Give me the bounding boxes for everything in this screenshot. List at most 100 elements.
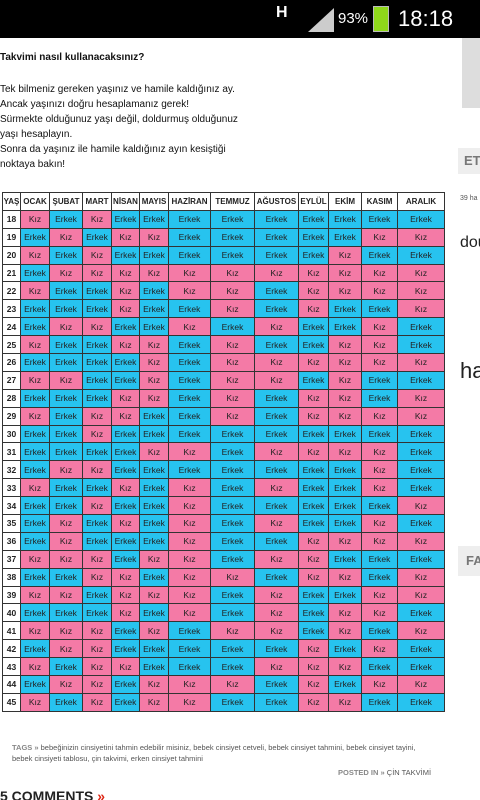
paragraph-line: Sürmekte olduğunuz yaşı değil, doldurmuş…	[0, 114, 238, 140]
gender-cell: Kız	[20, 621, 50, 641]
gender-cell: Kız	[298, 675, 329, 694]
gender-cell: Erkek	[397, 245, 445, 265]
gender-cell: Erkek	[361, 692, 398, 712]
gender-cell: Kız	[111, 406, 140, 426]
gender-cell: Erkek	[254, 209, 299, 229]
gender-cell: Erkek	[298, 317, 329, 337]
gender-cell: Erkek	[168, 460, 211, 480]
gender-cell: Kız	[361, 353, 398, 372]
age-cell: 21	[2, 263, 21, 283]
gender-cell: Kız	[397, 406, 445, 426]
age-cell: 27	[2, 370, 21, 390]
gender-cell: Kız	[328, 657, 362, 677]
gender-cell: Erkek	[254, 460, 299, 480]
tag-list[interactable]: bebeğinizin cinsiyetini tahmin edebilir …	[12, 743, 416, 763]
gender-cell: Kız	[82, 621, 112, 641]
gender-cell: Erkek	[20, 603, 50, 623]
gender-cell: Kız	[82, 496, 112, 516]
gender-cell: Kız	[361, 335, 398, 355]
month-header: AĞUSTOS	[254, 192, 299, 211]
gender-cell: Erkek	[298, 621, 329, 641]
age-cell: 24	[2, 317, 21, 337]
gender-cell: Erkek	[254, 388, 299, 408]
gender-cell: Erkek	[210, 209, 255, 229]
gender-cell: Erkek	[139, 424, 169, 444]
gender-cell: Erkek	[82, 227, 112, 247]
gender-cell: Kız	[111, 335, 140, 355]
gender-cell: Kız	[210, 370, 255, 390]
gender-cell: Erkek	[49, 657, 83, 677]
gender-cell: Erkek	[139, 317, 169, 337]
gender-cell: Kız	[49, 370, 83, 390]
tags: TAGS » bebeğinizin cinsiyetini tahmin ed…	[12, 742, 432, 764]
table-row: 44 Erkek Kız Kız Erkek Kız Kız Kız Erkek Kız Erkek…	[2, 675, 445, 694]
gender-cell: Erkek	[210, 245, 255, 265]
comments-header[interactable]: 5 COMMENTS »	[0, 788, 105, 800]
age-cell: 30	[2, 424, 21, 444]
gender-cell: Kız	[139, 370, 169, 390]
gender-cell: Erkek	[298, 603, 329, 623]
gender-cell: Kız	[397, 263, 445, 283]
age-cell: 34	[2, 496, 21, 516]
gender-cell: Kız	[49, 585, 83, 605]
gender-cell: Erkek	[210, 692, 255, 712]
gender-cell: Kız	[49, 639, 83, 659]
gender-cell: Kız	[139, 692, 169, 712]
gender-cell: Kız	[254, 621, 299, 641]
gender-cell: Erkek	[20, 299, 50, 319]
gender-cell: Erkek	[20, 263, 50, 283]
gender-cell: Kız	[328, 406, 362, 426]
age-cell: 41	[2, 621, 21, 641]
gender-cell: Kız	[210, 406, 255, 426]
gender-cell: Erkek	[397, 478, 445, 498]
sidebar-huge[interactable]: ha	[460, 358, 480, 383]
sidebar-image	[462, 38, 480, 108]
gender-table: YAŞ OCAK ŞUBAT MART NİSAN MAYIS HAZİRAN TEMMUZ A…	[2, 192, 445, 712]
posted-label: POSTED IN »	[338, 768, 385, 777]
gender-cell: Erkek	[82, 585, 112, 605]
gender-cell: Kız	[298, 299, 329, 319]
gender-cell: Erkek	[254, 496, 299, 516]
gender-cell: Kız	[298, 639, 329, 659]
gender-cell: Erkek	[397, 692, 445, 712]
gender-cell: Kız	[20, 657, 50, 677]
gender-cell: Erkek	[49, 424, 83, 444]
gender-cell: Kız	[328, 388, 362, 408]
gender-cell: Erkek	[328, 424, 362, 444]
gender-cell: Kız	[82, 549, 112, 569]
gender-cell: Erkek	[361, 549, 398, 569]
month-header: KASIM	[361, 192, 398, 211]
gender-cell: Kız	[168, 567, 211, 587]
gender-cell: Erkek	[254, 567, 299, 587]
gender-cell: Kız	[139, 621, 169, 641]
gender-cell: Kız	[397, 496, 445, 516]
table-row: 35 Erkek Kız Erkek Kız Erkek Kız Erkek Kız Erkek E…	[2, 514, 445, 533]
gender-cell: Kız	[298, 692, 329, 712]
gender-cell: Erkek	[298, 514, 329, 533]
gender-cell: Erkek	[111, 353, 140, 372]
gender-cell: Erkek	[210, 424, 255, 444]
category-link[interactable]: ÇİN TAKVİMİ	[386, 768, 432, 777]
gender-cell: Kız	[397, 353, 445, 372]
table-row: 29 Kız Erkek Kız Kız Erkek Erkek Kız Erkek Kız Kız…	[2, 406, 445, 426]
gender-cell: Kız	[49, 514, 83, 533]
gender-cell: Erkek	[139, 406, 169, 426]
gender-cell: Erkek	[328, 496, 362, 516]
gender-cell: Erkek	[168, 424, 211, 444]
gender-cell: Kız	[111, 585, 140, 605]
sidebar-snippet[interactable]: 39 ha	[460, 195, 478, 202]
sidebar-big[interactable]: dou	[460, 234, 480, 251]
gender-cell: Kız	[20, 692, 50, 712]
gender-cell: Kız	[111, 478, 140, 498]
age-cell: 18	[2, 209, 21, 229]
heading: Takvimi nasıl kullanacaksınız?	[0, 52, 145, 63]
table-row: 34 Erkek Erkek Kız Erkek Erkek Kız Erkek Erkek Er…	[2, 496, 445, 516]
gender-cell: Kız	[361, 478, 398, 498]
month-header: TEMMUZ	[210, 192, 255, 211]
gender-cell: Erkek	[139, 603, 169, 623]
age-cell: 29	[2, 406, 21, 426]
age-cell: 23	[2, 299, 21, 319]
gender-cell: Erkek	[298, 245, 329, 265]
gender-cell: Kız	[361, 442, 398, 462]
month-header: ARALIK	[397, 192, 445, 211]
